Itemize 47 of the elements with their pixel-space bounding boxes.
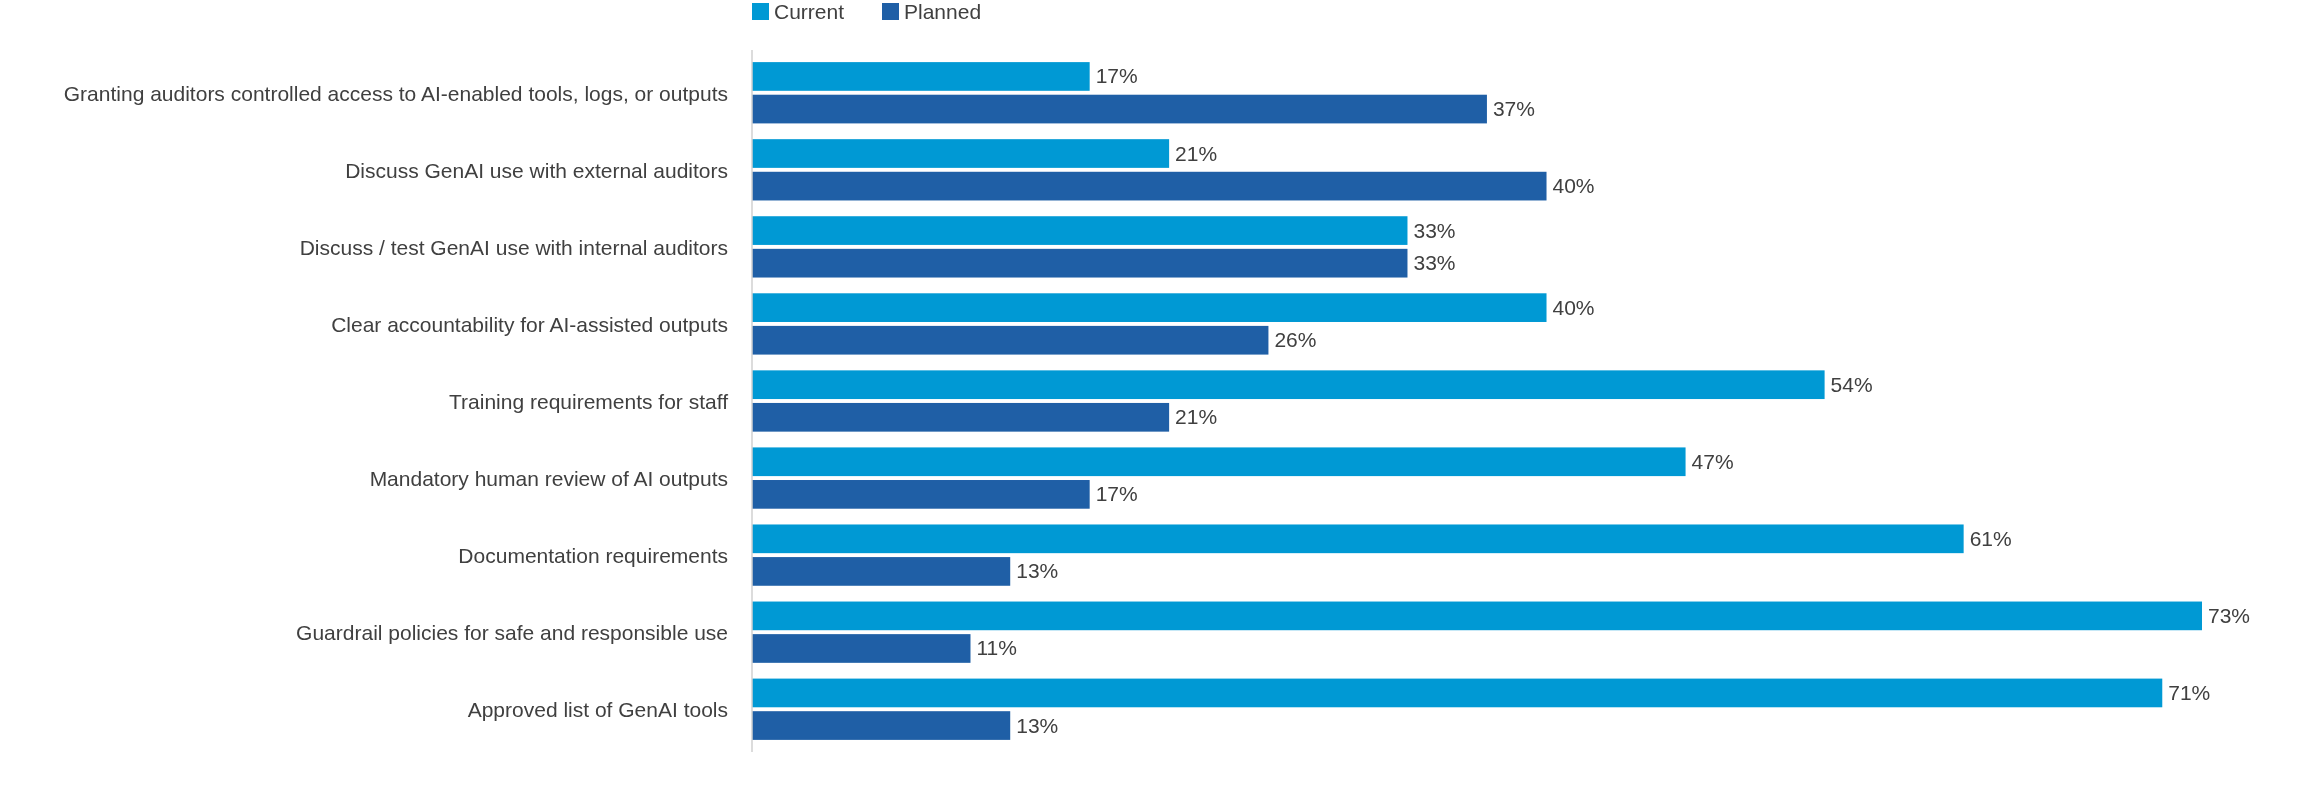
legend-label: Planned xyxy=(904,0,982,23)
bar xyxy=(752,216,1408,245)
bar xyxy=(752,524,1964,554)
y-tick-label: Discuss GenAI use with external auditors xyxy=(345,158,728,182)
bar xyxy=(752,139,1170,168)
legend-label: Current xyxy=(774,0,845,23)
data-label: 71% xyxy=(2168,680,2211,704)
bar xyxy=(752,447,1686,477)
bar xyxy=(752,402,1170,432)
y-tick-label: Guardrail policies for safe and responsible use xyxy=(296,621,728,645)
bar xyxy=(752,711,1011,740)
y-tick-label: Documentation requirements xyxy=(458,544,728,568)
bar xyxy=(752,171,1547,201)
data-label: 26% xyxy=(1274,328,1317,352)
bar xyxy=(752,601,2202,631)
data-label: 37% xyxy=(1492,97,1535,121)
data-label: 11% xyxy=(976,636,1017,660)
bar xyxy=(752,557,1011,586)
data-label: 21% xyxy=(1175,141,1218,165)
bar xyxy=(752,325,1269,355)
y-tick-label: Clear accountability for AI-assisted outputs xyxy=(331,312,728,336)
data-label: 33% xyxy=(1413,251,1456,275)
bar xyxy=(752,370,1825,400)
bar xyxy=(752,480,1090,509)
data-label: 73% xyxy=(2208,603,2251,627)
y-tick-label: Granting auditors controlled access to AI-enabled tools, logs, or outputs xyxy=(63,81,728,105)
data-label: 13% xyxy=(1016,713,1059,737)
data-label: 40% xyxy=(1552,174,1595,198)
data-label: 40% xyxy=(1552,295,1595,319)
bar xyxy=(752,634,971,663)
y-tick-label: Discuss / test GenAI use with internal auditors xyxy=(299,235,728,259)
y-tick-label: Mandatory human review of AI outputs xyxy=(369,467,728,491)
data-label: 13% xyxy=(1016,559,1059,583)
bar xyxy=(752,293,1547,322)
data-label: 17% xyxy=(1095,482,1138,506)
data-label: 47% xyxy=(1691,449,1734,473)
data-label: 17% xyxy=(1095,64,1138,88)
bar xyxy=(752,678,2163,708)
data-label: 61% xyxy=(1969,526,2012,550)
bar xyxy=(752,248,1408,278)
bar xyxy=(752,62,1090,91)
y-tick-label: Approved list of GenAI tools xyxy=(467,698,728,722)
bar xyxy=(752,94,1487,124)
y-tick-label: Training requirements for staff xyxy=(449,390,729,413)
data-label: 54% xyxy=(1830,372,1873,396)
data-label: 33% xyxy=(1413,218,1456,242)
data-label: 21% xyxy=(1175,405,1218,429)
